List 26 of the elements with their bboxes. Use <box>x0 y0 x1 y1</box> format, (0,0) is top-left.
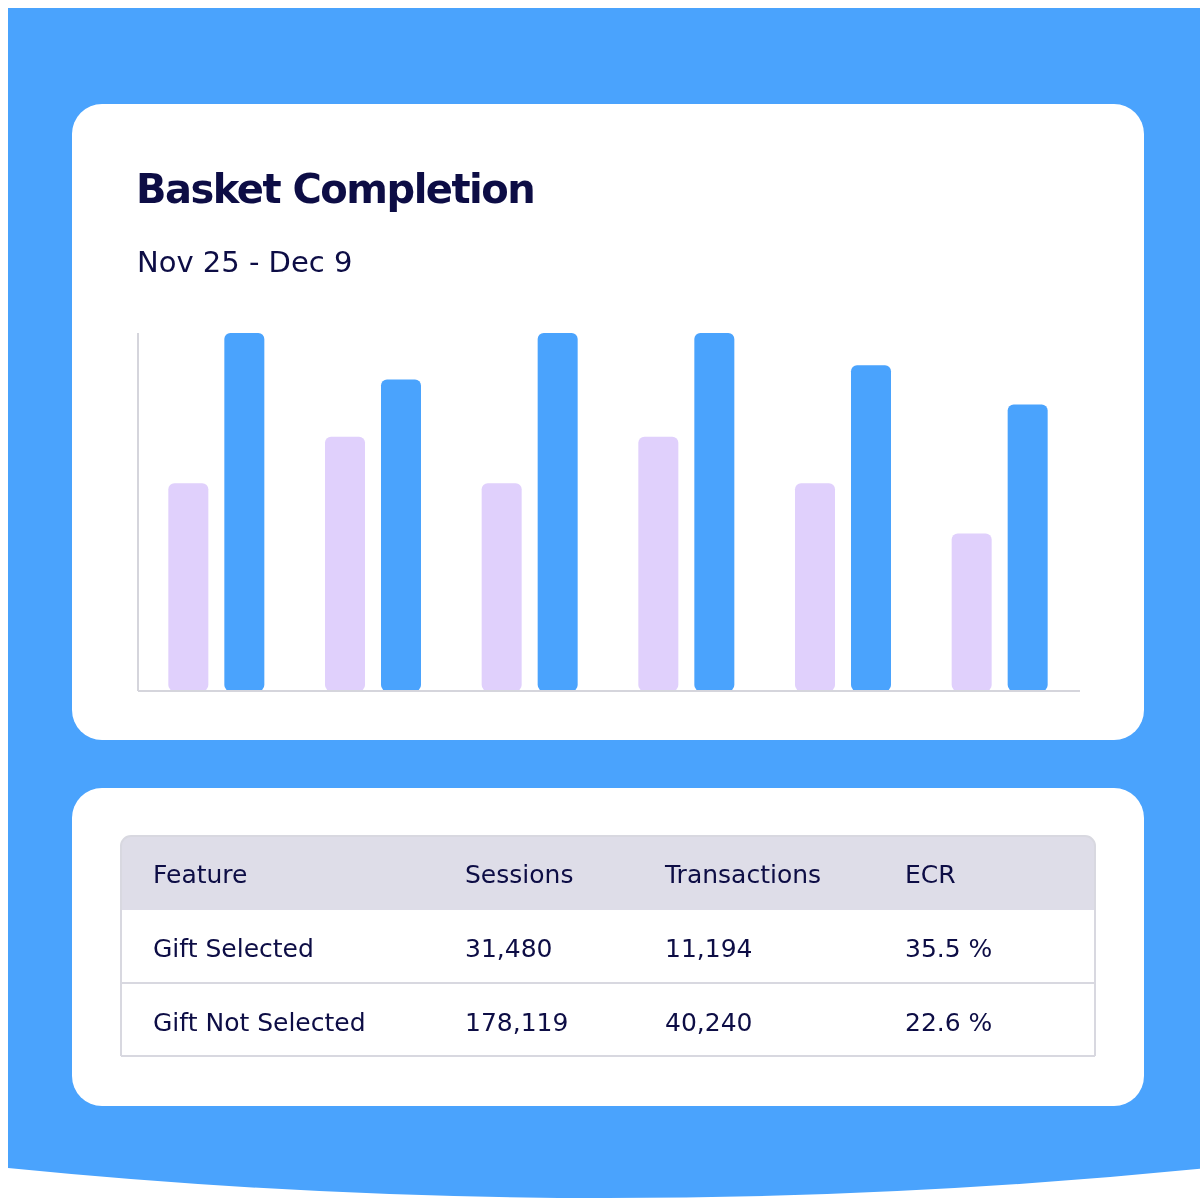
text: Gift Not Selected <box>153 1008 366 1037</box>
chart-title: Basket Completion <box>136 166 535 212</box>
text: ECR <box>905 860 956 889</box>
bar <box>224 333 265 691</box>
text: 40,240 <box>665 1008 753 1037</box>
text: 35.5 % <box>905 934 993 963</box>
chart-subtitle: Nov 25 - Dec 9 <box>137 245 353 279</box>
text: Transactions <box>664 860 822 889</box>
text: Gift Selected <box>153 934 314 963</box>
bar <box>325 436 365 691</box>
bar <box>638 436 679 691</box>
bar <box>1007 404 1048 691</box>
text: 178,119 <box>465 1008 569 1037</box>
bar <box>481 483 522 691</box>
text: Feature <box>153 860 248 889</box>
bar <box>694 333 735 691</box>
bar <box>951 533 992 691</box>
bar <box>851 365 891 691</box>
bar <box>381 379 421 691</box>
bar <box>537 333 578 691</box>
bar <box>795 483 835 691</box>
text: 11,194 <box>665 934 753 963</box>
bar <box>168 483 209 691</box>
text: 22.6 % <box>905 1008 993 1037</box>
text: Sessions <box>465 860 574 889</box>
text: 31,480 <box>465 934 553 963</box>
